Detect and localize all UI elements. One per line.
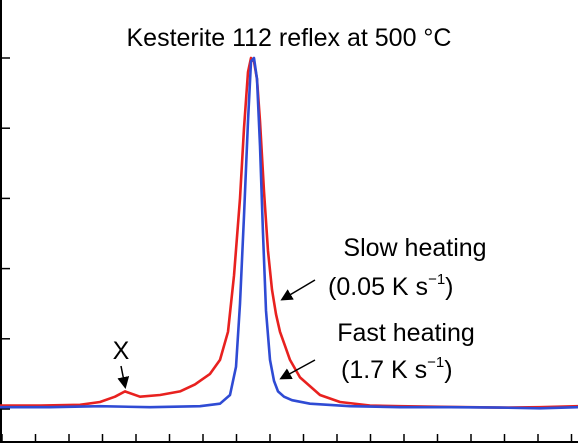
slow-rate-exponent: −1 <box>428 271 445 288</box>
x-marker-label: X <box>113 337 130 365</box>
fast-rate-close: ) <box>444 356 452 384</box>
slow-heating-line <box>0 56 578 409</box>
chart-title: Kesterite 112 reflex at 500 °C <box>127 24 452 52</box>
slow-heating-rate: (0.05 K s−1) <box>328 271 454 301</box>
slow-heating-arrow <box>280 279 316 301</box>
fast-heating-line <box>0 56 578 410</box>
slow-rate-close: ) <box>445 273 453 301</box>
fast-heating-label: Fast heating <box>337 319 475 347</box>
slow-rate-text: (0.05 K s <box>328 273 428 301</box>
fast-rate-text: (1.7 K s <box>341 356 427 384</box>
annotation-arrows <box>117 279 316 389</box>
fast-heating-rate: (1.7 K s−1) <box>341 354 453 384</box>
slow-heating-label: Slow heating <box>343 234 486 262</box>
fast-heating-arrow <box>279 359 316 380</box>
fast-rate-exponent: −1 <box>427 354 444 371</box>
x-marker-arrow <box>117 365 130 389</box>
series-lines <box>0 56 578 410</box>
